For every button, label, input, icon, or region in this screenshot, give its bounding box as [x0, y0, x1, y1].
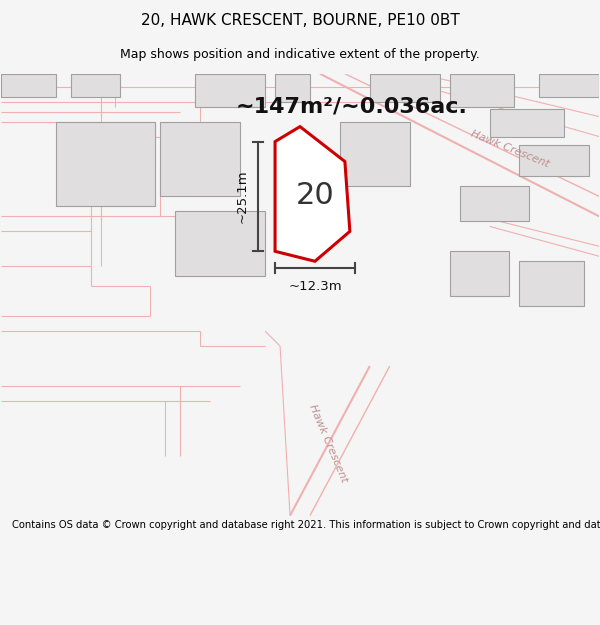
- Polygon shape: [175, 211, 265, 276]
- Polygon shape: [275, 74, 310, 102]
- Text: 20: 20: [296, 181, 334, 210]
- Polygon shape: [449, 251, 509, 296]
- Polygon shape: [56, 122, 155, 206]
- Polygon shape: [449, 74, 514, 107]
- Polygon shape: [1, 74, 56, 97]
- Text: Map shows position and indicative extent of the property.: Map shows position and indicative extent…: [120, 48, 480, 61]
- Polygon shape: [195, 74, 265, 107]
- Polygon shape: [460, 186, 529, 221]
- Polygon shape: [520, 144, 589, 176]
- Polygon shape: [370, 74, 440, 102]
- Text: ~147m²/~0.036ac.: ~147m²/~0.036ac.: [235, 97, 467, 117]
- Text: 20, HAWK CRESCENT, BOURNE, PE10 0BT: 20, HAWK CRESCENT, BOURNE, PE10 0BT: [140, 13, 460, 28]
- Polygon shape: [520, 261, 584, 306]
- Polygon shape: [340, 122, 410, 186]
- Polygon shape: [490, 109, 565, 137]
- Text: Hawk Crescent: Hawk Crescent: [307, 403, 349, 484]
- Polygon shape: [275, 127, 350, 261]
- Polygon shape: [539, 74, 599, 97]
- Polygon shape: [160, 122, 240, 196]
- Polygon shape: [71, 74, 121, 97]
- Text: ~25.1m: ~25.1m: [235, 169, 248, 223]
- Text: Contains OS data © Crown copyright and database right 2021. This information is : Contains OS data © Crown copyright and d…: [12, 520, 600, 530]
- Text: Hawk Crescent: Hawk Crescent: [469, 128, 550, 169]
- Text: ~12.3m: ~12.3m: [288, 280, 342, 293]
